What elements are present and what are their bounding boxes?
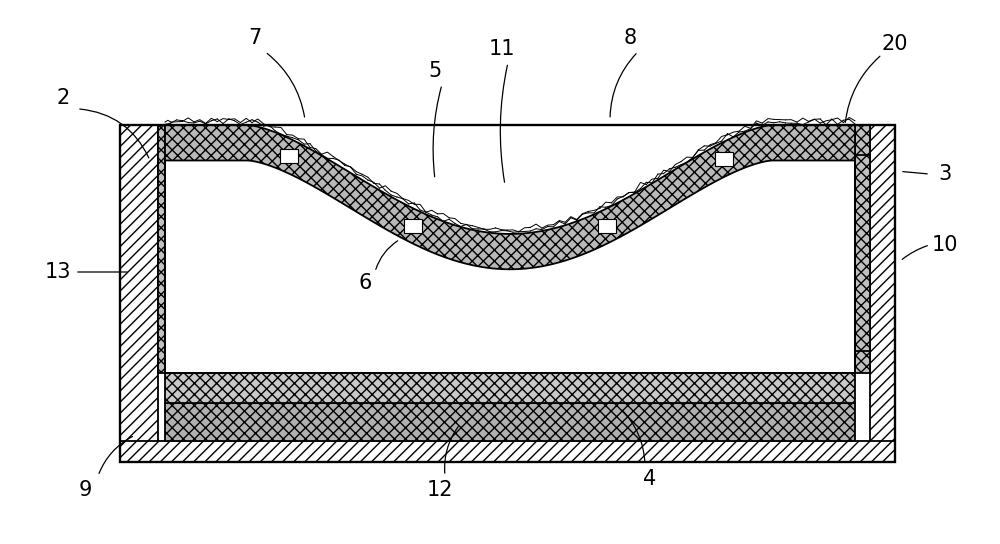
Text: 5: 5 [428, 61, 442, 81]
Text: 7: 7 [248, 28, 262, 48]
Bar [404, 219, 422, 233]
Bar [120, 125, 158, 462]
Bar [158, 125, 165, 373]
Bar [598, 219, 616, 233]
Bar [870, 125, 895, 462]
Bar [280, 149, 298, 163]
Bar [120, 441, 895, 462]
Bar [715, 152, 733, 166]
Bar [165, 403, 855, 441]
Text: 6: 6 [358, 273, 372, 293]
Text: 12: 12 [427, 480, 453, 499]
Bar [165, 373, 855, 403]
Text: 2: 2 [56, 88, 70, 108]
Text: 4: 4 [643, 469, 657, 489]
Text: 8: 8 [623, 28, 637, 48]
Text: 9: 9 [78, 480, 92, 499]
Bar [120, 125, 895, 462]
Polygon shape [165, 125, 855, 269]
Text: 3: 3 [938, 164, 952, 184]
Text: 13: 13 [45, 262, 71, 282]
Text: 10: 10 [932, 235, 958, 255]
Text: 20: 20 [882, 34, 908, 53]
Bar [855, 125, 870, 373]
Text: 11: 11 [489, 39, 515, 59]
